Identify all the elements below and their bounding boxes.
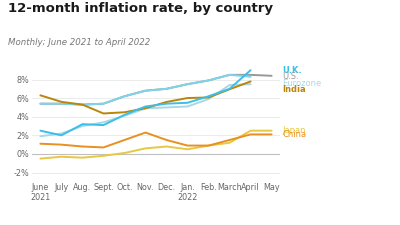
- Text: Japan: Japan: [282, 126, 306, 135]
- Text: China: China: [282, 130, 306, 139]
- Text: U.K.: U.K.: [282, 66, 302, 75]
- Text: Eurozone: Eurozone: [282, 79, 321, 88]
- Text: India: India: [282, 85, 306, 94]
- Text: 12-month inflation rate, by country: 12-month inflation rate, by country: [8, 2, 273, 15]
- Text: U.S.: U.S.: [282, 72, 299, 81]
- Text: Monthly; June 2021 to April 2022: Monthly; June 2021 to April 2022: [8, 38, 150, 47]
